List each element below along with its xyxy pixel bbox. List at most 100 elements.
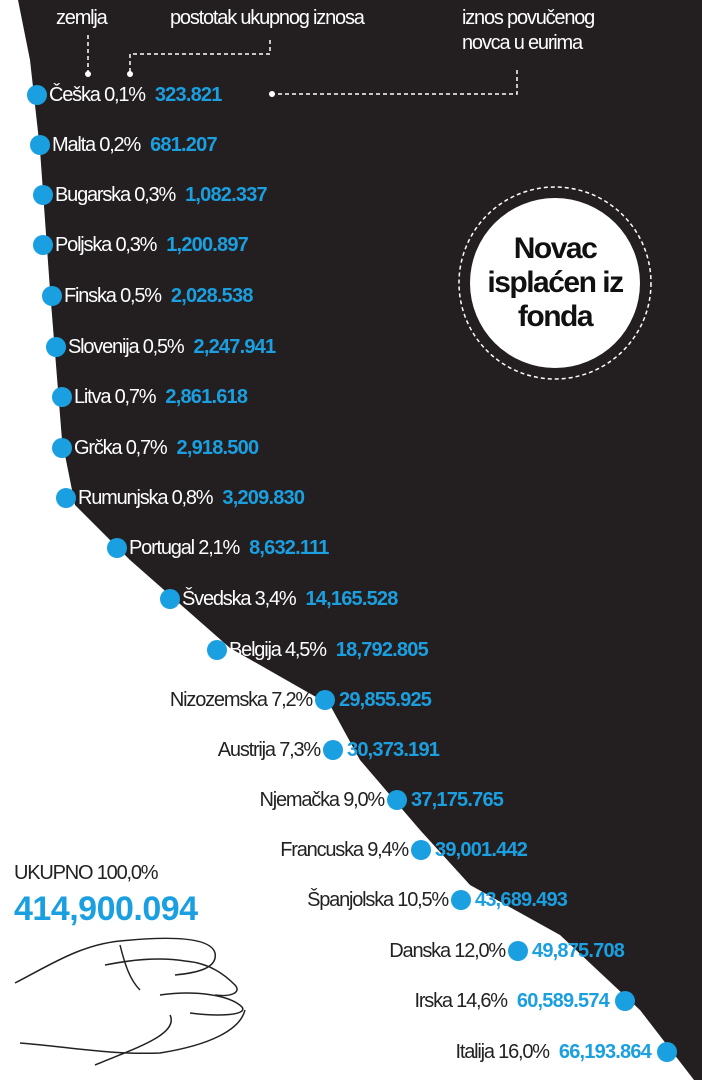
table-row: Danska 12,0% <box>389 938 506 964</box>
country-percent: 2,1% <box>198 536 240 559</box>
table-row: Švedska 3,4% 14,165.528 <box>182 586 398 612</box>
table-row: Malta 0,2% 681.207 <box>52 132 218 158</box>
country-name: Malta <box>52 133 96 156</box>
data-point-marker <box>33 235 53 255</box>
country-amount: 2,247.941 <box>193 335 277 358</box>
table-row: Poljska 0,3% 1,200.897 <box>55 232 249 258</box>
country-name: Portugal <box>129 536 195 559</box>
data-point-marker <box>27 85 47 105</box>
country-percent: 0,8% <box>171 486 214 509</box>
country-label: Irska 14,6% <box>414 990 508 1013</box>
table-row: Češka 0,1% 323.821 <box>49 82 222 108</box>
country-label: Francuska 9,4% <box>280 838 409 862</box>
country-amount: 8,632.111 <box>249 536 329 559</box>
country-percent: 0,7% <box>114 385 157 408</box>
country-name: Francuska <box>280 838 364 861</box>
table-row: Portugal 2,1% 8,632.111 <box>129 535 329 561</box>
country-amount: 14,165.528 <box>305 587 398 610</box>
data-point-marker <box>615 991 635 1011</box>
country-label: Rumunjska 0,8% <box>78 486 214 510</box>
total-label: UKUPNO 100,0% <box>14 862 159 884</box>
data-point-marker <box>508 941 528 961</box>
data-point-marker <box>33 185 53 205</box>
country-amount: 60,589.574 <box>516 989 610 1012</box>
title-line-3: fonda <box>517 300 594 333</box>
data-point-marker <box>30 135 50 155</box>
country-percent: 10,5% <box>397 888 449 911</box>
country-amount: 1,200.897 <box>166 233 249 256</box>
data-point-marker <box>107 538 127 558</box>
country-amount: 37,175.765 <box>411 788 504 811</box>
country-amount: 39,001.442 <box>435 838 528 861</box>
country-amount: 43,689.493 <box>475 888 568 911</box>
country-name: Poljska <box>55 233 112 256</box>
country-name: Nizozemska <box>169 688 268 711</box>
table-row: Bugarska 0,3% 1,082.337 <box>55 182 268 208</box>
table-row: Španjolska 10,5% <box>307 887 449 913</box>
country-amount: 681.207 <box>150 133 217 156</box>
country-percent: 0,3% <box>134 183 176 206</box>
table-row: Njemačka 9,0% <box>259 787 386 813</box>
title-line-2: isplaćen iz <box>487 266 624 299</box>
country-name: Španjolska <box>307 888 394 911</box>
country-amount: 2,028.538 <box>170 284 254 307</box>
country-label: Finska 0,5% <box>64 284 162 308</box>
country-name: Litva <box>74 385 111 408</box>
data-point-marker <box>52 387 72 407</box>
country-label: Poljska 0,3% <box>55 233 157 257</box>
country-label: Češka 0,1% <box>49 83 146 107</box>
country-amount: 18,792.805 <box>335 638 429 661</box>
country-label: Slovenija 0,5% <box>68 335 185 359</box>
country-name: Slovenija <box>68 335 140 358</box>
country-name: Finska <box>64 284 117 307</box>
data-point-marker <box>315 690 335 710</box>
country-percent: 7,2% <box>271 688 313 711</box>
table-row: Nizozemska 7,2% <box>169 687 313 713</box>
country-name: Njemačka <box>259 788 341 811</box>
table-row-value: 30,373.191 <box>337 737 440 763</box>
country-amount: 2,918.500 <box>176 436 260 459</box>
country-percent: 16,0% <box>498 1040 550 1063</box>
country-label: Litva 0,7% <box>74 385 157 409</box>
data-point-marker <box>411 840 431 860</box>
country-label: Danska 12,0% <box>389 940 506 963</box>
country-name: Švedska <box>182 587 252 610</box>
country-name: Grčka <box>74 436 123 459</box>
country-label: Malta 0,2% <box>52 133 141 157</box>
country-amount: 3,209.830 <box>222 486 305 509</box>
country-label: Belgija 4,5% <box>229 639 327 662</box>
data-point-marker <box>323 740 343 760</box>
country-amount: 30,373.191 <box>347 738 440 761</box>
country-percent: 0,7% <box>125 436 168 459</box>
table-row: Irska 14,6% 60,589.574 <box>414 988 609 1014</box>
country-name: Austrija <box>217 738 276 761</box>
country-label: Švedska 3,4% <box>182 587 297 611</box>
table-row: Belgija 4,5% 18,792.805 <box>229 637 429 663</box>
country-label: Grčka 0,7% <box>74 436 168 460</box>
table-row: Slovenija 0,5% 2,247.941 <box>68 334 277 360</box>
table-row-value: 29,855.925 <box>329 687 432 713</box>
column-label-percent: postotak ukupnog iznosa <box>170 7 365 29</box>
country-amount: 49,875.708 <box>532 939 625 962</box>
column-label-amount-2: novca u eurima <box>462 32 583 54</box>
country-name: Italija <box>455 1040 496 1063</box>
data-point-marker <box>387 790 407 810</box>
country-label: Nizozemska 7,2% <box>169 688 313 712</box>
country-label: Austrija 7,3% <box>217 738 321 762</box>
country-amount: 29,855.925 <box>339 688 432 711</box>
table-row: Austrija 7,3% <box>217 737 321 763</box>
table-row-value: 49,875.708 <box>522 938 625 964</box>
country-percent: 0,1% <box>104 83 146 106</box>
table-row: Italija 16,0% 66,193.864 <box>455 1039 652 1065</box>
country-percent: 0,5% <box>142 335 185 358</box>
country-percent: 9,0% <box>343 788 385 811</box>
country-amount: 2,861.618 <box>165 385 248 408</box>
table-row: Litva 0,7% 2,861.618 <box>74 384 248 410</box>
table-row: Francuska 9,4% <box>280 837 409 863</box>
data-point-marker <box>657 1042 677 1062</box>
country-name: Bugarska <box>55 183 131 206</box>
country-percent: 0,2% <box>99 133 141 156</box>
annotation-connectors <box>87 35 652 380</box>
open-hand-illustration <box>14 937 246 1066</box>
country-label: Njemačka 9,0% <box>259 788 386 812</box>
